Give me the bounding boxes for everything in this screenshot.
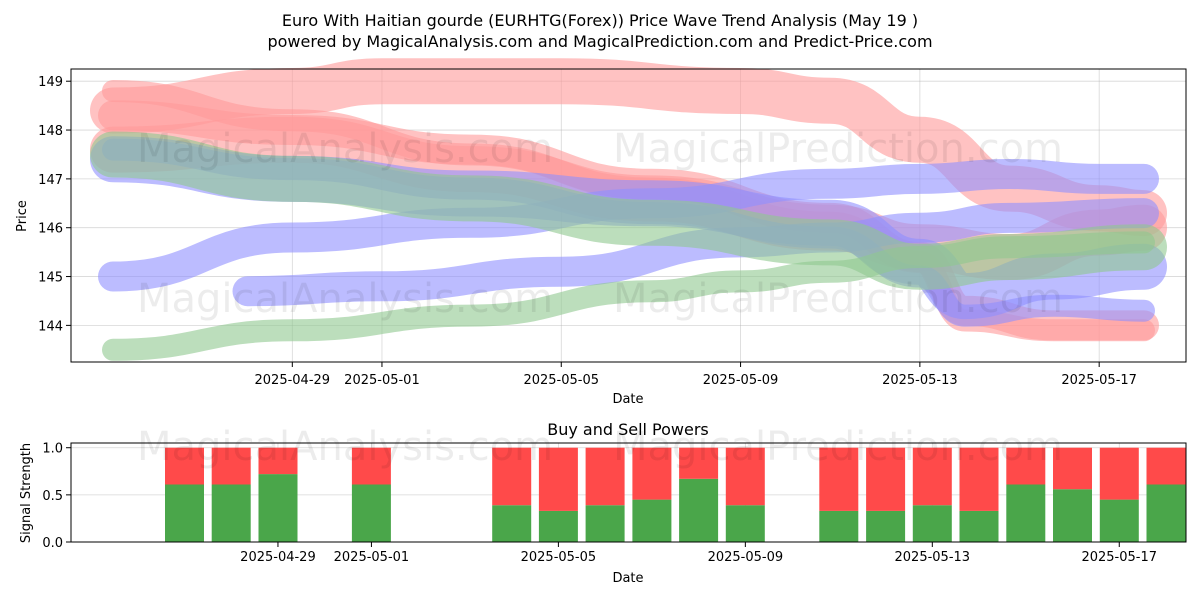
buy-power-bar-16 xyxy=(1099,499,1139,542)
sell-power-bar-6 xyxy=(585,447,625,506)
buy-power-bar-13 xyxy=(959,510,999,542)
sell-power-bar-9 xyxy=(725,447,765,506)
sell-power-bar-10 xyxy=(819,447,859,511)
buy-sell-x-ticks: 2025-04-29 2025-05-01 2025-05-05 2025-05-09… xyxy=(240,542,1157,565)
buy-power-bar-6 xyxy=(585,505,625,542)
price-y-ticks: 144 145 146 147 148 149 xyxy=(38,75,71,334)
price-x-tick-label-4: 2025-05-13 xyxy=(882,373,958,388)
buy-power-bar-9 xyxy=(725,505,765,542)
buy-sell-x-axis-label: Date xyxy=(612,571,643,586)
buy-power-bar-1 xyxy=(211,484,251,542)
buy-power-bar-3 xyxy=(351,484,391,542)
sell-power-bar-3 xyxy=(351,447,391,485)
price-wave-band-0 xyxy=(90,58,1167,237)
buy-sell-y-tick-label-0: 0.0 xyxy=(42,536,63,551)
price-x-tick-label-5: 2025-05-17 xyxy=(1061,373,1137,388)
sell-power-bar-12 xyxy=(912,447,952,506)
buy-sell-plot-frame xyxy=(70,442,1187,543)
sell-power-bar-16 xyxy=(1099,447,1139,500)
buy-sell-bars xyxy=(165,447,1186,542)
buy-power-bar-15 xyxy=(1053,489,1092,542)
watermark-prediction-bottom: MagicalPrediction.com xyxy=(613,424,1063,470)
price-plot-frame xyxy=(70,68,1187,363)
buy-sell-y-tick-label-1: 0.5 xyxy=(42,489,63,504)
buy-sell-y-axis-label: Signal Strength xyxy=(19,443,34,543)
price-x-tick-label-1: 2025-05-01 xyxy=(344,373,420,388)
price-y-axis-label: Price xyxy=(15,200,30,232)
buy-sell-x-tick-label-1: 2025-05-01 xyxy=(334,550,410,565)
buy-sell-title: Buy and Sell Powers xyxy=(547,420,709,439)
price-x-ticks: 2025-04-29 2025-05-01 2025-05-05 2025-05-09… xyxy=(255,362,1137,388)
price-wave-bands xyxy=(90,58,1167,361)
sell-power-bar-4 xyxy=(492,447,532,506)
sell-power-bar-14 xyxy=(1006,447,1046,485)
sell-power-bar-1 xyxy=(211,447,251,485)
price-y-tick-label-1: 145 xyxy=(38,271,63,286)
price-wave-plot: MagicalAnalysis.com MagicalPrediction.co… xyxy=(15,58,1187,407)
watermark-prediction-top: MagicalPrediction.com xyxy=(613,126,1063,172)
sell-power-bar-11 xyxy=(866,447,906,511)
buy-sell-x-tick-label-2: 2025-05-05 xyxy=(521,550,597,565)
buy-power-bar-12 xyxy=(912,505,952,542)
price-wave-band-9 xyxy=(90,131,1167,290)
buy-power-bar-5 xyxy=(538,510,578,542)
buy-power-bar-8 xyxy=(679,478,719,542)
sell-power-bar-5 xyxy=(538,447,578,511)
sell-power-bar-15 xyxy=(1053,447,1092,490)
buy-sell-y-ticks: 0.0 0.5 1.0 xyxy=(42,442,71,551)
buy-sell-x-tick-label-0: 2025-04-29 xyxy=(240,550,316,565)
watermark-analysis-bottom: MagicalAnalysis.com xyxy=(137,424,553,470)
buy-power-bar-0 xyxy=(165,484,204,542)
watermark-prediction-mid: MagicalPrediction.com xyxy=(613,276,1063,322)
price-x-axis-label: Date xyxy=(612,392,643,407)
price-x-tick-label-2: 2025-05-05 xyxy=(523,373,599,388)
price-y-tick-label-0: 144 xyxy=(38,319,63,334)
buy-power-bar-4 xyxy=(492,505,532,542)
buy-power-bar-17 xyxy=(1146,484,1186,542)
price-y-tick-label-3: 147 xyxy=(38,173,63,188)
sell-power-bar-13 xyxy=(959,447,999,511)
price-y-tick-label-5: 149 xyxy=(38,75,63,90)
sell-power-bar-8 xyxy=(679,447,719,479)
buy-power-bar-2 xyxy=(258,474,298,542)
sell-power-bar-7 xyxy=(632,447,672,500)
sell-power-bar-0 xyxy=(165,447,204,485)
price-y-tick-label-2: 146 xyxy=(38,222,63,237)
price-y-tick-label-4: 148 xyxy=(38,124,63,139)
price-x-tick-label-0: 2025-04-29 xyxy=(255,373,331,388)
watermark-analysis-top: MagicalAnalysis.com xyxy=(137,126,553,172)
buy-sell-x-tick-label-5: 2025-05-17 xyxy=(1081,550,1157,565)
buy-sell-plot: Buy and Sell Powers MagicalAnalysis.com … xyxy=(19,420,1187,586)
price-x-tick-label-3: 2025-05-09 xyxy=(703,373,779,388)
chart-title: Euro With Haitian gourde (EURHTG(Forex))… xyxy=(282,11,918,30)
sell-power-bar-2 xyxy=(258,447,298,475)
buy-power-bar-11 xyxy=(866,510,906,542)
chart-subtitle: powered by MagicalAnalysis.com and Magic… xyxy=(267,32,932,51)
buy-sell-x-tick-label-4: 2025-05-13 xyxy=(895,550,971,565)
watermark-analysis-mid: MagicalAnalysis.com xyxy=(137,276,553,322)
buy-power-bar-7 xyxy=(632,499,672,542)
sell-power-bar-17 xyxy=(1146,447,1186,485)
buy-power-bar-14 xyxy=(1006,484,1046,542)
buy-sell-x-tick-label-3: 2025-05-09 xyxy=(708,550,784,565)
buy-sell-y-tick-label-2: 1.0 xyxy=(42,442,63,457)
buy-power-bar-10 xyxy=(819,510,859,542)
